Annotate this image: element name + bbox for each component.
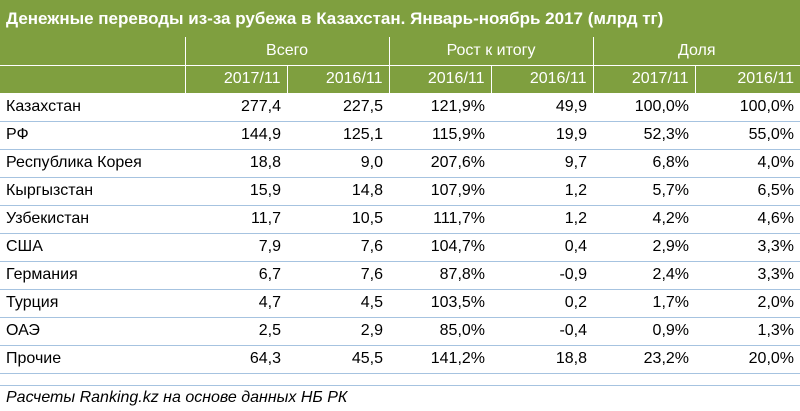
table-cell: 0,4 <box>491 233 594 262</box>
table-cell: -0,9 <box>491 261 594 290</box>
table-cell: 9,0 <box>287 149 390 178</box>
table-cell: 7,6 <box>287 233 390 262</box>
table-cell: 45,5 <box>287 345 390 374</box>
table-cell: 23,2% <box>593 345 696 374</box>
table-row: Республика Корея 18,8 9,0 207,6% 9,7 6,8% 4,0% <box>0 149 800 178</box>
source-note: Расчеты Ranking.kz на основе данных НБ Р… <box>0 385 800 411</box>
table-cell: 2,5 <box>185 317 287 346</box>
table-cell: 55,0% <box>695 121 800 150</box>
country-name: США <box>0 233 185 262</box>
table-cell: 277,4 <box>185 93 287 122</box>
table-cell: 15,9 <box>185 177 287 206</box>
table-row: Узбекистан 11,7 10,5 111,7% 1,2 4,2% 4,6% <box>0 205 800 234</box>
table-cell: 18,8 <box>185 149 287 178</box>
table-cell: 10,5 <box>287 205 390 234</box>
year-header-row: 2017/11 2016/11 2016/11 2016/11 2017/11 … <box>0 65 800 94</box>
table-row: Германия 6,7 7,6 87,8% -0,9 2,4% 3,3% <box>0 261 800 290</box>
table-body: Казахстан 277,4 227,5 121,9% 49,9 100,0% 100,0… <box>0 93 800 374</box>
table-cell: 6,7 <box>185 261 287 290</box>
table-cell: 14,8 <box>287 177 390 206</box>
table-cell: 5,7% <box>593 177 696 206</box>
table-cell: 4,2% <box>593 205 696 234</box>
year-header: 2016/11 <box>286 65 390 94</box>
table-cell: 0,2 <box>491 289 594 318</box>
country-name: Турция <box>0 289 185 318</box>
table-cell: 20,0% <box>695 345 800 374</box>
table-cell: 64,3 <box>185 345 287 374</box>
table-cell: 1,2 <box>491 177 594 206</box>
table-cell: 18,8 <box>491 345 594 374</box>
year-header: 2017/11 <box>184 65 287 94</box>
country-name: РФ <box>0 121 185 150</box>
table-cell: 141,2% <box>389 345 492 374</box>
year-header: 2016/11 <box>490 65 594 94</box>
table-cell: -0,4 <box>491 317 594 346</box>
table-row: Турция 4,7 4,5 103,5% 0,2 1,7% 2,0% <box>0 289 800 318</box>
year-header: 2016/11 <box>388 65 492 94</box>
table-cell: 115,9% <box>389 121 492 150</box>
table-cell: 144,9 <box>185 121 287 150</box>
table-cell: 104,7% <box>389 233 492 262</box>
table-cell: 4,7 <box>185 289 287 318</box>
table-cell: 11,7 <box>185 205 287 234</box>
table-cell: 9,7 <box>491 149 594 178</box>
table-cell: 107,9% <box>389 177 492 206</box>
table-cell: 125,1 <box>287 121 390 150</box>
table-cell: 7,6 <box>287 261 390 290</box>
table-row: Казахстан 277,4 227,5 121,9% 49,9 100,0% 100,0… <box>0 93 800 122</box>
table-cell: 207,6% <box>389 149 492 178</box>
table-row: Кыргызстан 15,9 14,8 107,9% 1,2 5,7% 6,5% <box>0 177 800 206</box>
group-header-growth: Рост к итогу <box>388 37 594 66</box>
table-row: ОАЭ 2,5 2,9 85,0% -0,4 0,9% 1,3% <box>0 317 800 346</box>
table-cell: 2,0% <box>695 289 800 318</box>
remittances-table: Всего Рост к итогу Доля 2017/11 2016/11 … <box>0 37 800 374</box>
table-cell: 100,0% <box>593 93 696 122</box>
group-header-row: Всего Рост к итогу Доля <box>0 37 800 66</box>
table-cell: 103,5% <box>389 289 492 318</box>
table-cell: 3,3% <box>695 261 800 290</box>
table-row: Прочие 64,3 45,5 141,2% 18,8 23,2% 20,0% <box>0 345 800 374</box>
table-cell: 100,0% <box>695 93 800 122</box>
table-cell: 19,9 <box>491 121 594 150</box>
table-cell: 7,9 <box>185 233 287 262</box>
table-cell: 1,3% <box>695 317 800 346</box>
table-row: США 7,9 7,6 104,7% 0,4 2,9% 3,3% <box>0 233 800 262</box>
table-cell: 85,0% <box>389 317 492 346</box>
table-cell: 1,7% <box>593 289 696 318</box>
table-cell: 87,8% <box>389 261 492 290</box>
country-name: Казахстан <box>0 93 185 122</box>
year-header: 2017/11 <box>592 65 696 94</box>
table-cell: 49,9 <box>491 93 594 122</box>
table-cell: 4,0% <box>695 149 800 178</box>
table-cell: 3,3% <box>695 233 800 262</box>
table-cell: 121,9% <box>389 93 492 122</box>
country-name: Германия <box>0 261 185 290</box>
country-name: Прочие <box>0 345 185 374</box>
country-name: Республика Корея <box>0 149 185 178</box>
table-cell: 2,4% <box>593 261 696 290</box>
table-cell: 6,5% <box>695 177 800 206</box>
country-name: Кыргызстан <box>0 177 185 206</box>
table-row: РФ 144,9 125,1 115,9% 19,9 52,3% 55,0% <box>0 121 800 150</box>
header-corner <box>0 65 185 94</box>
header-corner <box>0 37 185 66</box>
country-name: Узбекистан <box>0 205 185 234</box>
table-cell: 1,2 <box>491 205 594 234</box>
table-title: Денежные переводы из-за рубежа в Казахст… <box>0 0 800 37</box>
table-cell: 4,6% <box>695 205 800 234</box>
table-cell: 111,7% <box>389 205 492 234</box>
table-cell: 52,3% <box>593 121 696 150</box>
table-cell: 0,9% <box>593 317 696 346</box>
group-header-share: Доля <box>592 37 800 66</box>
table-cell: 6,8% <box>593 149 696 178</box>
table-cell: 227,5 <box>287 93 390 122</box>
table-cell: 2,9% <box>593 233 696 262</box>
year-header: 2016/11 <box>694 65 800 94</box>
table-cell: 4,5 <box>287 289 390 318</box>
country-name: ОАЭ <box>0 317 185 346</box>
group-header-total: Всего <box>184 37 390 66</box>
table-cell: 2,9 <box>287 317 390 346</box>
